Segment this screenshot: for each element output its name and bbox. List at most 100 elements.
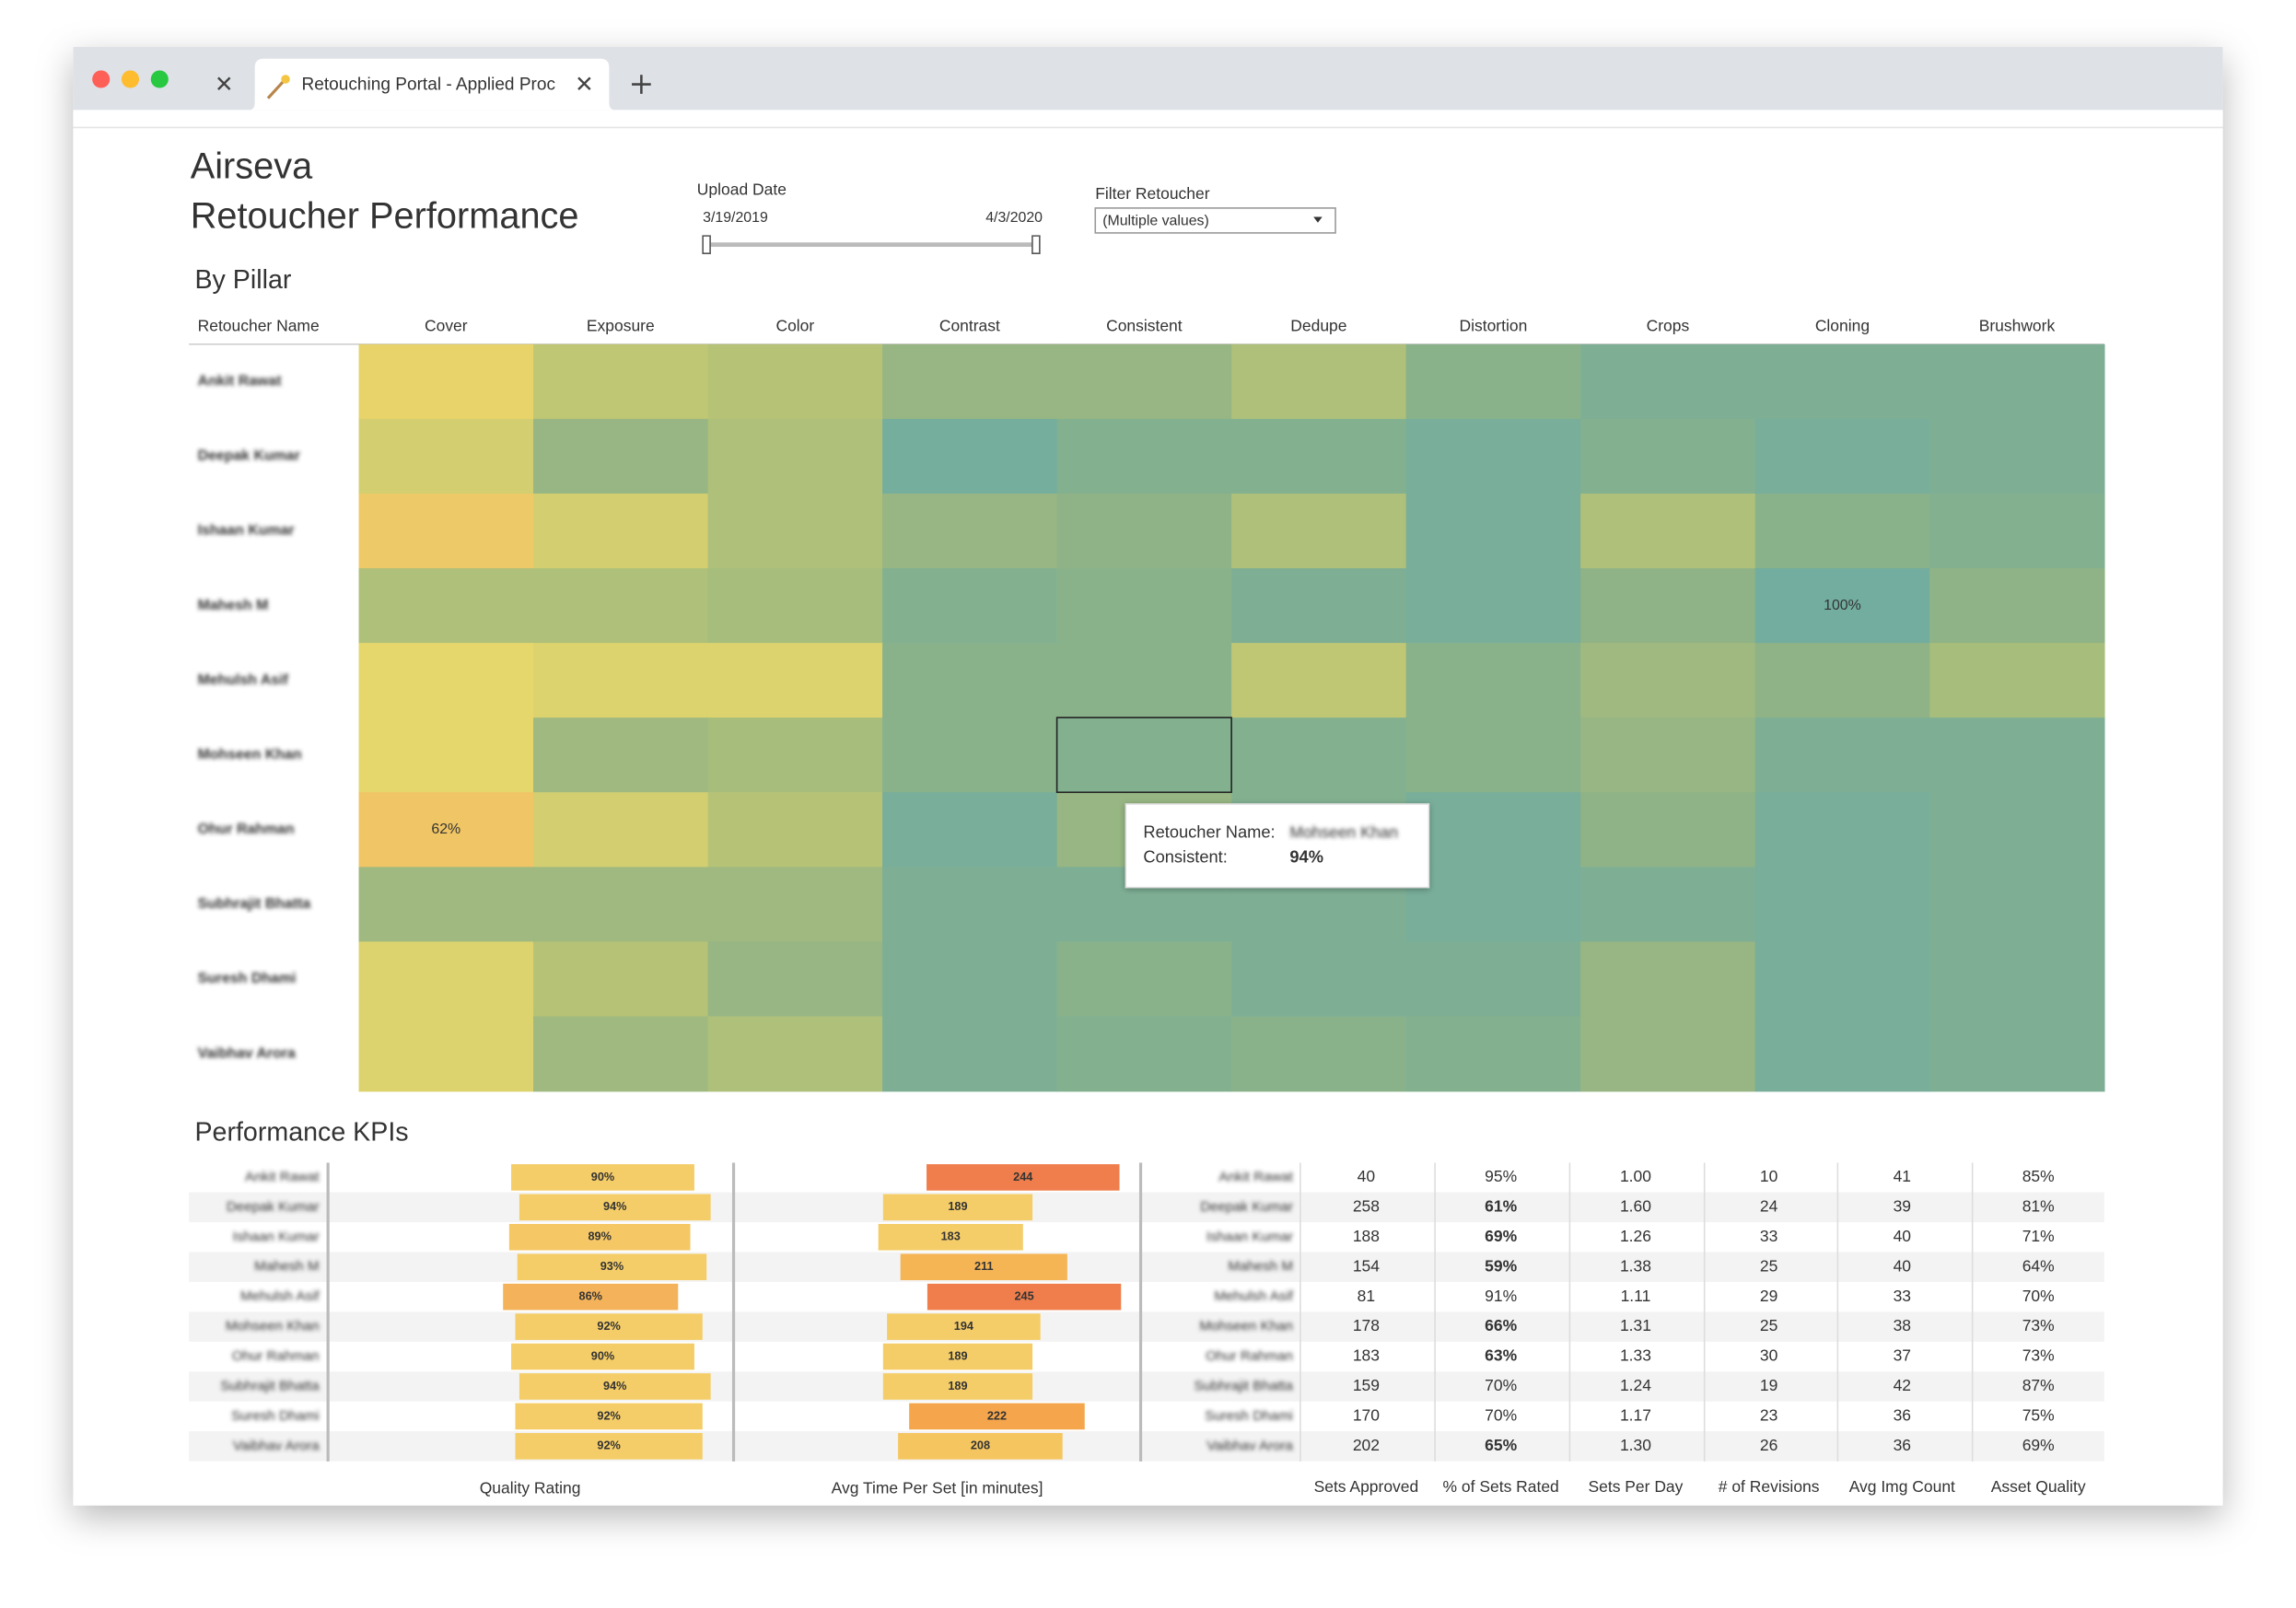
heat-cell[interactable] — [882, 493, 1058, 569]
heat-cell[interactable] — [1754, 792, 1930, 868]
bar[interactable] — [882, 1343, 1033, 1370]
bar[interactable] — [515, 1313, 703, 1340]
heat-cell[interactable] — [1231, 1016, 1407, 1092]
heat-cell[interactable] — [1231, 344, 1407, 420]
bar[interactable] — [900, 1253, 1067, 1281]
heat-cell[interactable] — [1929, 1016, 2105, 1092]
heat-cell[interactable] — [1405, 717, 1581, 794]
heat-cell[interactable] — [1580, 717, 1756, 794]
heat-cell[interactable] — [1405, 568, 1581, 644]
heat-cell[interactable] — [1754, 1016, 1930, 1092]
heat-cell[interactable] — [707, 418, 883, 495]
bar[interactable] — [519, 1194, 711, 1221]
heat-cell[interactable] — [1929, 867, 2105, 943]
bar[interactable] — [517, 1253, 707, 1281]
heat-cell[interactable] — [1405, 493, 1581, 569]
heat-cell[interactable] — [1580, 493, 1756, 569]
heat-cell[interactable] — [533, 867, 709, 943]
heat-cell[interactable] — [1754, 643, 1930, 718]
heat-cell[interactable] — [1754, 344, 1930, 420]
heat-cell[interactable] — [707, 493, 883, 569]
bar[interactable] — [515, 1403, 703, 1430]
heat-cell[interactable] — [1056, 717, 1232, 794]
heat-cell[interactable] — [1056, 344, 1232, 420]
heat-cell[interactable] — [707, 792, 883, 868]
heat-cell[interactable] — [882, 344, 1058, 420]
heat-cell[interactable] — [1754, 941, 1930, 1018]
heat-cell[interactable] — [1929, 418, 2105, 495]
tab-close[interactable] — [217, 76, 231, 90]
heat-cell[interactable] — [1929, 344, 2105, 420]
heat-cell[interactable] — [533, 717, 709, 794]
heat-cell[interactable] — [1580, 418, 1756, 495]
heat-cell[interactable] — [1754, 418, 1930, 495]
bar[interactable] — [519, 1373, 711, 1400]
heat-cell[interactable] — [358, 1016, 534, 1092]
bar[interactable] — [511, 1164, 694, 1191]
heat-cell[interactable] — [1405, 867, 1581, 943]
heat-cell[interactable] — [1231, 568, 1407, 644]
slider-handle[interactable] — [702, 235, 711, 254]
heat-cell[interactable] — [1405, 792, 1581, 868]
heat-cell[interactable] — [1405, 418, 1581, 495]
heat-cell[interactable] — [1929, 717, 2105, 794]
heat-cell[interactable] — [707, 941, 883, 1018]
bar[interactable] — [898, 1433, 1063, 1460]
bar[interactable] — [887, 1313, 1041, 1340]
heat-cell[interactable] — [1580, 568, 1756, 644]
bar[interactable] — [508, 1223, 691, 1251]
heat-cell[interactable] — [882, 792, 1058, 868]
heat-cell[interactable] — [882, 643, 1058, 718]
heat-cell[interactable] — [1056, 1016, 1232, 1092]
heat-cell[interactable] — [533, 568, 709, 644]
heat-cell[interactable] — [1929, 568, 2105, 644]
heat-cell[interactable] — [1929, 643, 2105, 718]
heat-cell[interactable] — [707, 867, 883, 943]
heat-cell[interactable] — [533, 418, 709, 495]
heat-cell[interactable] — [1580, 1016, 1756, 1092]
heat-cell[interactable] — [1580, 941, 1756, 1018]
heat-cell[interactable] — [707, 1016, 883, 1092]
heat-cell[interactable] — [882, 941, 1058, 1018]
heat-cell[interactable] — [882, 1016, 1058, 1092]
heat-cell[interactable] — [533, 493, 709, 569]
heat-cell[interactable] — [1405, 941, 1581, 1018]
heat-cell[interactable] — [1231, 717, 1407, 794]
bar[interactable] — [927, 1283, 1122, 1311]
heat-cell[interactable] — [1231, 643, 1407, 718]
heat-cell[interactable] — [358, 418, 534, 495]
bar[interactable] — [515, 1433, 703, 1460]
bar[interactable] — [511, 1343, 694, 1370]
heat-cell[interactable] — [882, 568, 1058, 644]
heat-cell[interactable] — [1405, 344, 1581, 420]
heat-cell[interactable] — [358, 792, 534, 868]
heat-cell[interactable] — [1056, 418, 1232, 495]
maximize-button[interactable] — [150, 70, 169, 88]
heat-cell[interactable] — [358, 867, 534, 943]
new-tab[interactable] — [632, 75, 651, 94]
heat-cell[interactable] — [1929, 941, 2105, 1018]
heat-cell[interactable] — [1754, 568, 1930, 644]
heat-cell[interactable] — [1405, 643, 1581, 718]
heat-cell[interactable] — [533, 792, 709, 868]
bar[interactable] — [878, 1223, 1023, 1251]
active-tab[interactable] — [249, 58, 615, 111]
heat-cell[interactable] — [533, 344, 709, 420]
heat-cell[interactable] — [1231, 941, 1407, 1018]
heat-cell[interactable] — [533, 941, 709, 1018]
heat-cell[interactable] — [882, 717, 1058, 794]
heat-cell[interactable] — [1056, 941, 1232, 1018]
heat-cell[interactable] — [1056, 493, 1232, 569]
heat-cell[interactable] — [1754, 867, 1930, 943]
heat-cell[interactable] — [358, 643, 534, 718]
close-button[interactable] — [92, 70, 111, 88]
heat-cell[interactable] — [358, 717, 534, 794]
heat-cell[interactable] — [1056, 643, 1232, 718]
heat-cell[interactable] — [707, 344, 883, 420]
heat-cell[interactable] — [1754, 493, 1930, 569]
bar[interactable] — [503, 1283, 679, 1311]
heat-cell[interactable] — [358, 493, 534, 569]
tab-close[interactable] — [577, 76, 591, 90]
bar[interactable] — [909, 1403, 1085, 1430]
heat-cell[interactable] — [882, 418, 1058, 495]
